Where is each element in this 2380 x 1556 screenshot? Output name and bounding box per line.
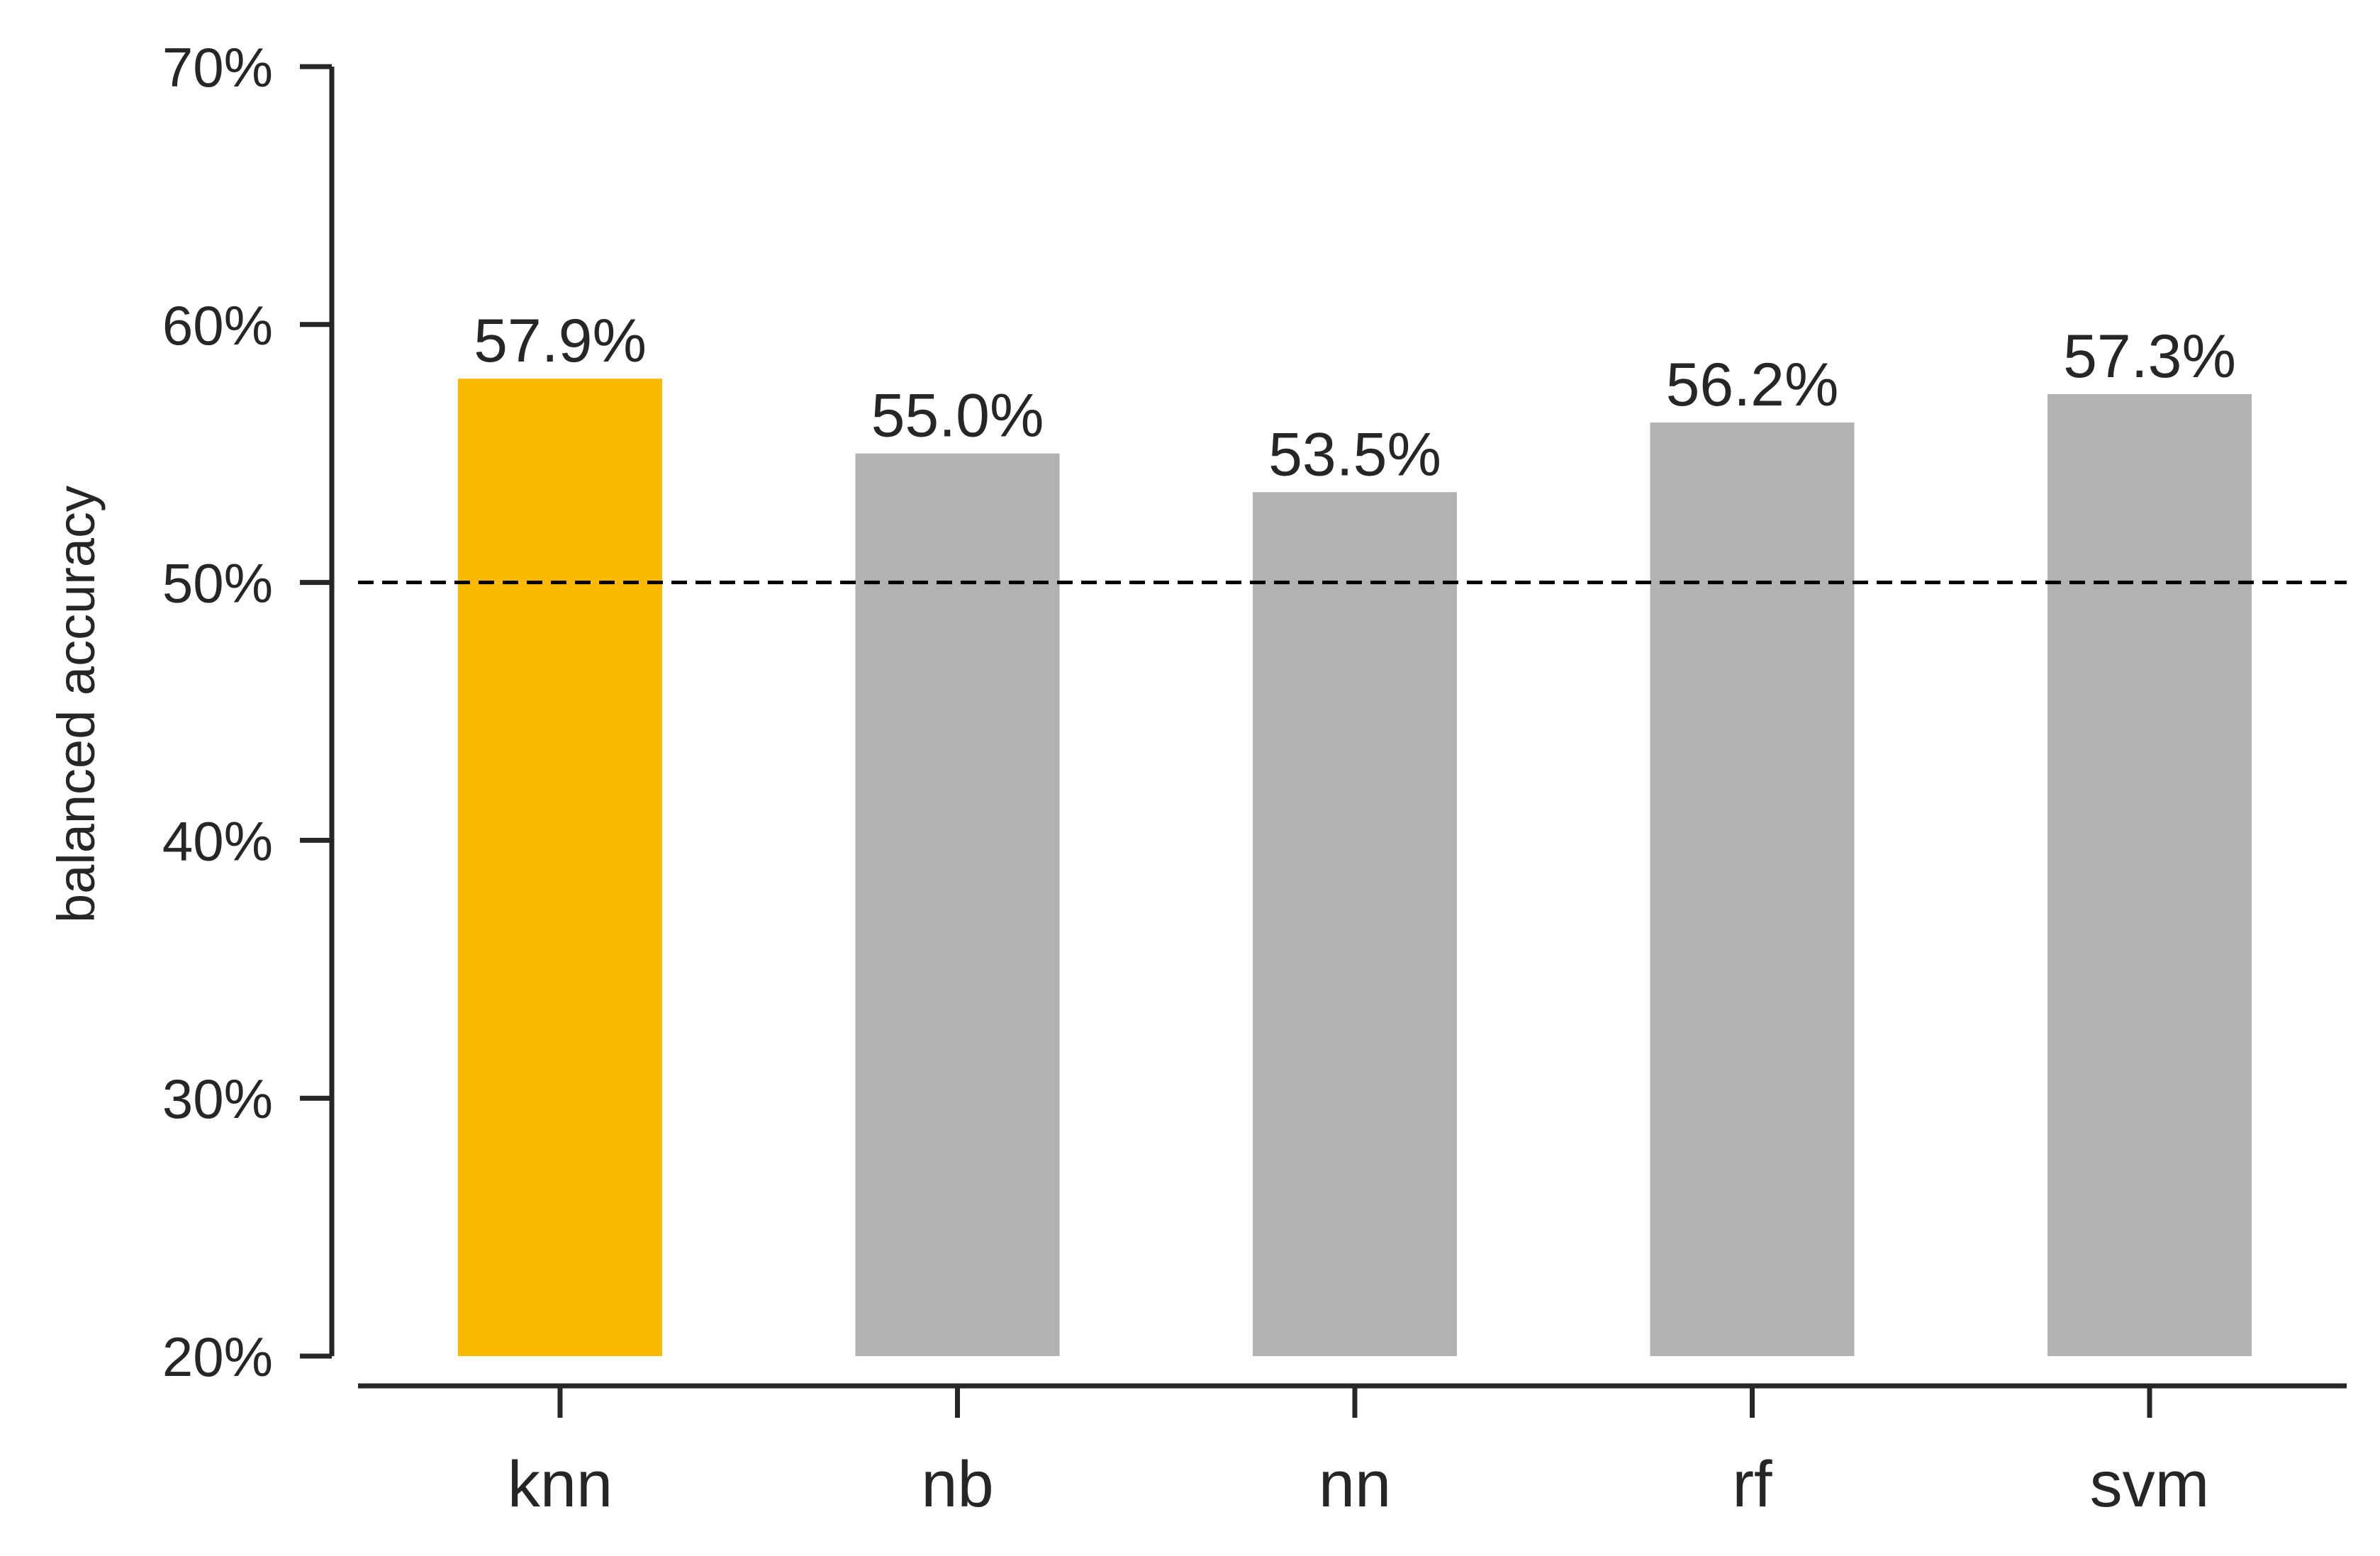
bar-value-label-svm: 57.3%	[2063, 323, 2236, 391]
y-tick-label-60: 60%	[162, 294, 273, 357]
bar-nb	[855, 453, 1060, 1357]
y-tick-label-30: 30%	[162, 1068, 273, 1130]
bar-knn	[458, 379, 662, 1356]
y-axis-ticks: 20% 30% 40% 50% 60% 70%	[162, 36, 332, 1388]
bar-rf	[1650, 422, 1855, 1357]
bar-value-label-nb: 55.0%	[871, 382, 1044, 450]
y-tick-label-50: 50%	[162, 552, 273, 615]
bar-value-label-nn: 53.5%	[1268, 420, 1441, 488]
bar-value-label-knn: 57.9%	[474, 307, 647, 375]
x-tick-label-knn: knn	[508, 1448, 613, 1521]
x-tick-label-nn: nn	[1319, 1448, 1391, 1521]
bar-nn	[1253, 492, 1457, 1356]
y-tick-label-20: 20%	[162, 1326, 273, 1388]
data-labels-layer: 57.9% 55.0% 53.5% 56.2% 57.3%	[474, 307, 2236, 488]
y-axis-title: balanced accuracy	[47, 486, 106, 923]
bar-svm	[2047, 394, 2252, 1356]
y-tick-label-40: 40%	[162, 810, 273, 872]
x-tick-label-nb: nb	[921, 1448, 993, 1521]
x-tick-label-rf: rf	[1732, 1448, 1772, 1521]
x-tick-label-svm: svm	[2090, 1448, 2210, 1521]
bar-value-label-rf: 56.2%	[1666, 351, 1839, 419]
y-tick-label-70: 70%	[162, 36, 273, 99]
bars-layer	[458, 379, 2252, 1357]
x-axis-ticks: knn nb nn rf svm	[508, 1386, 2209, 1521]
